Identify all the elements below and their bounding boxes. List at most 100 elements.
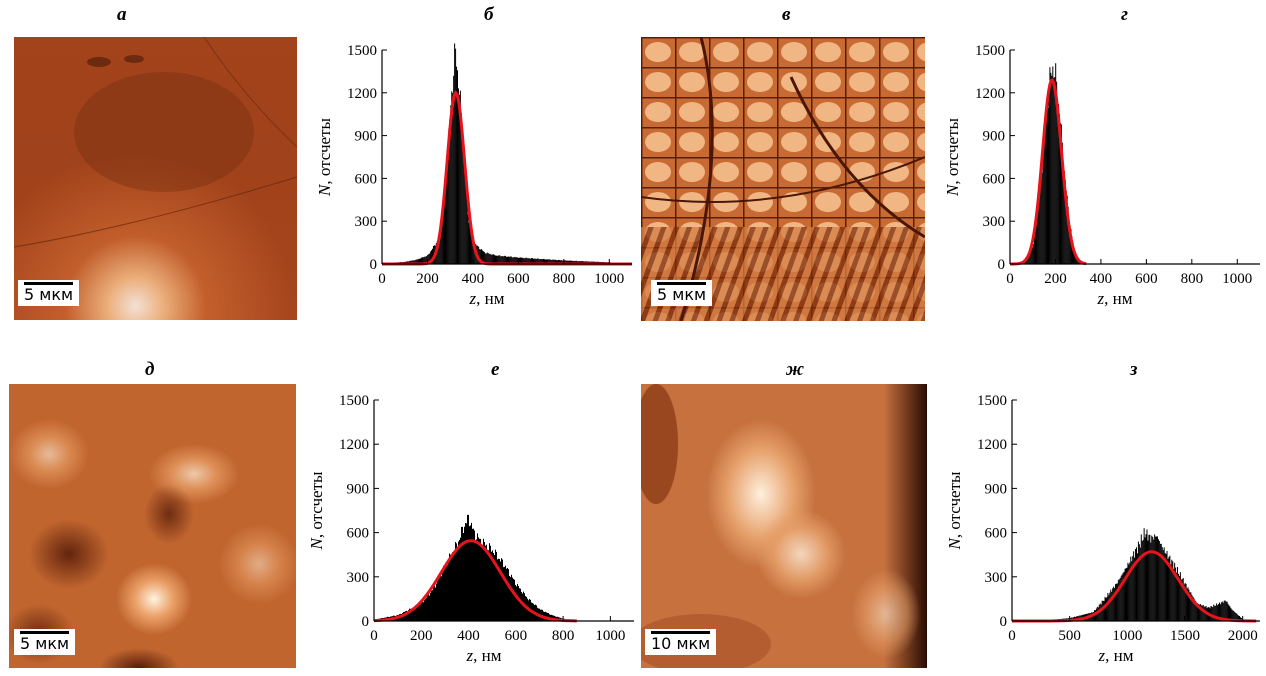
x-tick-label: 1000 [595,628,625,644]
histogram-bar [505,566,506,621]
y-tick-label: 1500 [339,393,369,409]
histogram-bar [1143,540,1144,621]
x-tick-label: 0 [1006,271,1014,287]
histogram-bar [514,580,515,621]
histogram-bar [1157,536,1158,621]
histogram-bar [1139,544,1140,621]
histogram-bar [466,523,467,621]
histogram-bar [437,579,438,621]
histogram-bar [438,579,439,621]
histogram-bar [452,552,453,621]
histogram-bar [475,541,476,621]
histogram-bar [467,515,468,621]
histogram-bar [1054,77,1055,264]
histogram-bar [485,546,486,621]
scale-bar-zh: 10 мкм [645,629,716,655]
histogram-bar [1146,529,1147,621]
x-tick-label: 1000 [594,271,624,287]
x-axis-units: , нм [1105,646,1134,665]
y-tick-label: 1200 [977,437,1007,453]
histogram-bar [426,598,427,621]
histogram-bar [468,214,469,264]
y-axis-units: , отсчеты [307,471,326,538]
histogram-bar [456,543,457,621]
histogram-bar [477,533,478,621]
histogram-bar [1170,564,1171,621]
histogram-bar [1032,247,1033,264]
histogram-bar [502,560,503,621]
afm-image-a [14,37,297,320]
histogram-bar [495,550,496,621]
histogram-bar [458,541,459,621]
histogram-bar [487,550,488,621]
histogram-bar [481,547,482,621]
histogram-bar [459,540,460,621]
histogram-bar [1158,539,1159,621]
y-tick-label: 900 [347,481,370,497]
histogram-bar [450,555,451,621]
histogram-bar [428,594,429,621]
x-tick-label: 200 [416,271,439,287]
histogram-bar [1173,569,1174,621]
histogram-bar [1152,537,1153,621]
x-tick-label: 0 [378,271,386,287]
histogram-bar [479,539,480,621]
y-tick-label: 300 [983,214,1006,230]
histogram-bar [506,569,507,621]
x-axis-label: z, нм [469,289,505,308]
x-tick-label: 2000 [1228,628,1258,644]
y-tick-label: 600 [355,171,378,187]
histogram-bar [422,602,423,621]
histogram-bar [454,43,455,264]
histogram-bar [1101,604,1102,621]
histogram-bar [462,527,463,621]
histogram-bar [432,590,433,621]
histogram-bar [1133,551,1134,621]
y-tick-label: 0 [370,257,378,273]
histogram-bar [1048,108,1049,264]
histogram-bar [1108,595,1109,621]
histogram-bar [1214,606,1215,621]
histogram-bar [1049,67,1050,264]
y-tick-label: 1200 [339,437,369,453]
histogram-bar [454,551,455,621]
x-axis-units: , нм [476,289,505,308]
histogram-bar [480,539,481,621]
histogram-bar [446,173,447,264]
histogram-bar [462,138,463,264]
y-tick-label: 600 [347,526,370,542]
histogram-bar [443,566,444,621]
histogram-bar [1043,155,1044,264]
x-axis-label: z, нм [466,646,502,665]
histogram-bar [1150,543,1151,621]
histogram-bar [1118,580,1119,621]
x-tick-label: 0 [370,628,378,644]
histogram-bar [1041,176,1042,264]
afm-image-v [641,37,925,321]
y-tick-label: 900 [985,481,1008,497]
scale-bar-label: 5 мкм [24,285,73,304]
histogram-bar [1145,537,1146,621]
histogram-bar [451,556,452,621]
histogram-bar [1203,605,1204,621]
afm-image-d [9,384,296,668]
x-tick-label: 600 [507,271,530,287]
y-tick-label: 0 [1000,614,1008,630]
histogram-bar [464,165,465,264]
scale-bar-v: 5 мкм [651,280,712,306]
histogram-bar [509,576,510,621]
histogram-bar [501,558,502,621]
histogram-bar [458,88,459,264]
histogram-bar [1105,597,1106,621]
histogram-bar [435,588,436,622]
histogram-bar [1046,120,1047,264]
histogram-bar [439,575,440,621]
y-axis-units: , отсчеты [943,117,962,184]
histogram-bar [478,537,479,621]
histogram-bar [1151,536,1152,621]
histogram-bar [472,529,473,621]
histogram-bar [1142,541,1143,621]
gaussian-fit-line [382,93,632,264]
x-tick-label: 1000 [1112,628,1142,644]
